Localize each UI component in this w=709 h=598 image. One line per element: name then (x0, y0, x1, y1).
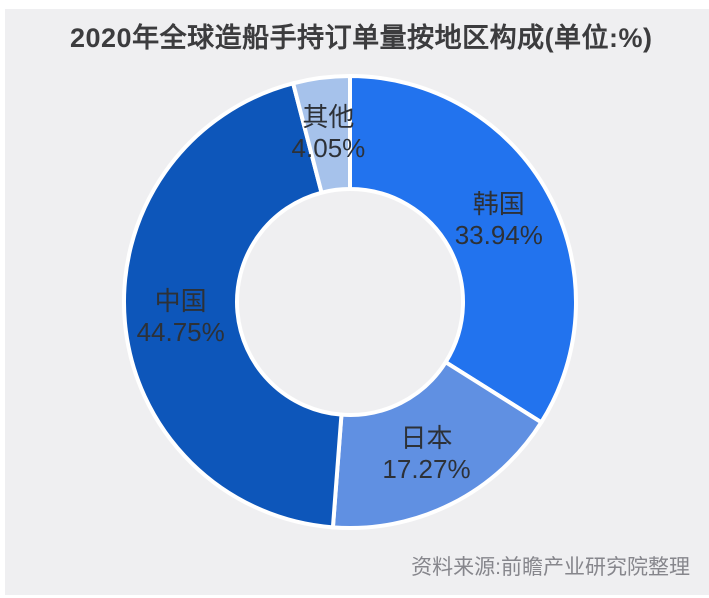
pie-slice-0 (348, 74, 578, 425)
pie-slice-3 (291, 74, 352, 195)
white-edge-bottom (0, 595, 709, 598)
pie-slice-1 (330, 360, 544, 530)
white-edge-left (0, 0, 5, 598)
white-edge-top (0, 0, 709, 9)
source-note: 资料来源:前瞻产业研究院整理 (411, 556, 690, 579)
pie-slice-2 (122, 81, 344, 530)
chart-title: 2020年全球造船手持订单量按地区构成(单位:%) (70, 23, 653, 53)
